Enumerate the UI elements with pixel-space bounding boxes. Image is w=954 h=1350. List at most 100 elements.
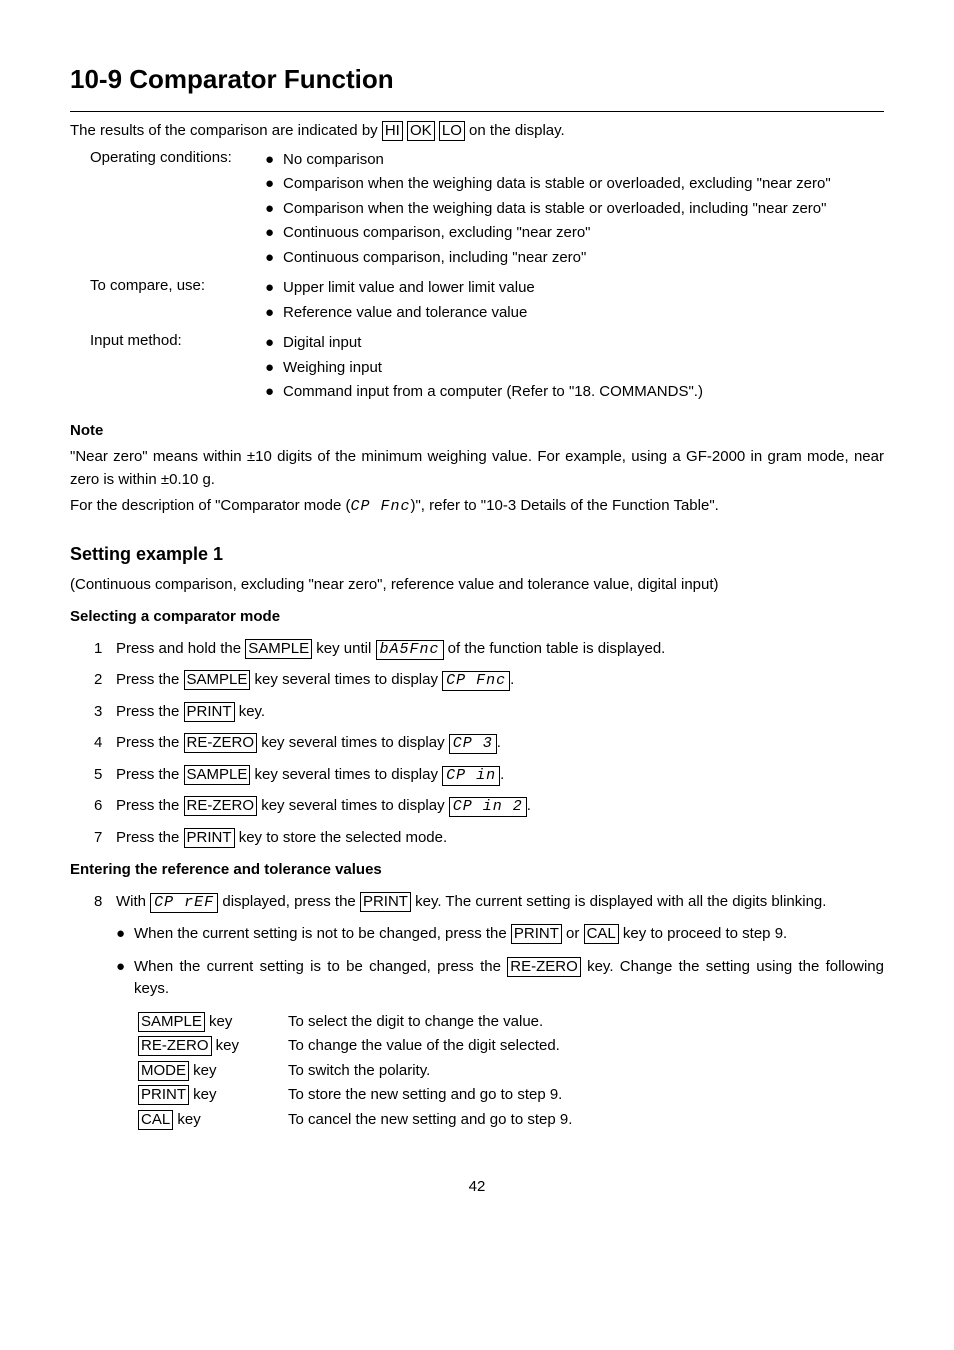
entering-title: Entering the reference and tolerance val… (70, 859, 884, 882)
rezero-key: RE-ZERO (184, 796, 258, 816)
s6b: key several times to display (257, 797, 449, 814)
key-suffix: key (173, 1111, 201, 1128)
mode-key: MODE (138, 1061, 189, 1081)
kt-desc-1: To change the value of the digit selecte… (288, 1035, 560, 1058)
bullet-dot: ● (265, 247, 283, 270)
kt-desc-3: To store the new setting and go to step … (288, 1084, 562, 1107)
sample-key: SAMPLE (184, 765, 251, 785)
selecting-title: Selecting a comparator mode (70, 606, 884, 629)
cmp-item-1: Reference value and tolerance value (283, 302, 884, 325)
s2b: key several times to display (250, 671, 442, 688)
bullet-dot: ● (116, 923, 134, 946)
s4b: key several times to display (257, 734, 449, 751)
note-code: CP Fnc (350, 498, 410, 515)
step-num: 3 (94, 701, 116, 724)
operating-label: Operating conditions: (90, 147, 265, 170)
rezero-key: RE-ZERO (507, 957, 581, 977)
compare-label: To compare, use: (90, 275, 265, 298)
bullet-dot: ● (265, 222, 283, 245)
key-suffix: key (212, 1037, 240, 1054)
intro-line: The results of the comparison are indica… (70, 120, 884, 143)
step-num: 5 (94, 764, 116, 787)
print-key: PRINT (360, 892, 411, 912)
bullet-dot: ● (116, 956, 134, 1001)
note-p2b: )", refer to "10-3 Details of the Functi… (410, 497, 718, 514)
rezero-key: RE-ZERO (138, 1036, 212, 1056)
step-num: 8 (94, 891, 116, 914)
s1c: of the function table is displayed. (444, 640, 666, 657)
lcd-cpin2: CP in 2 (449, 797, 527, 817)
entering-b1: When the current setting is not to be ch… (134, 923, 884, 946)
kt-desc-2: To switch the polarity. (288, 1060, 430, 1083)
lo-box: LO (439, 121, 465, 141)
sample-key: SAMPLE (245, 639, 312, 659)
key-table: SAMPLE key To select the digit to change … (138, 1011, 884, 1132)
print-key: PRINT (184, 828, 235, 848)
ok-box: OK (407, 121, 435, 141)
bullet-dot: ● (265, 149, 283, 172)
s5a: Press the (116, 766, 184, 783)
intro-prefix: The results of the comparison are indica… (70, 122, 382, 139)
lcd-cpin: CP in (442, 766, 500, 786)
example-title: Setting example 1 (70, 541, 884, 568)
step-2: Press the SAMPLE key several times to di… (116, 669, 884, 692)
step-1: Press and hold the SAMPLE key until bA5F… (116, 638, 884, 661)
bullet-dot: ● (265, 357, 283, 380)
note-p2: For the description of "Comparator mode … (70, 495, 884, 519)
bullet-dot: ● (265, 302, 283, 325)
note-p2a: For the description of "Comparator mode … (70, 497, 350, 514)
in-item-0: Digital input (283, 332, 884, 355)
s2a: Press the (116, 671, 184, 688)
lcd-basfnc: bA5Fnc (376, 640, 444, 660)
b1c: key to proceed to step 9. (619, 925, 787, 942)
op-item-1: Comparison when the weighing data is sta… (283, 173, 884, 196)
b2a: When the current setting is to be change… (134, 958, 507, 975)
s8c: key. The current setting is displayed wi… (411, 893, 827, 910)
op-item-4: Continuous comparison, including "near z… (283, 247, 884, 270)
bullet-dot: ● (265, 332, 283, 355)
cmp-item-0: Upper limit value and lower limit value (283, 277, 884, 300)
s8b: displayed, press the (218, 893, 360, 910)
divider (70, 111, 884, 112)
page-number: 42 (70, 1176, 884, 1199)
print-key: PRINT (138, 1085, 189, 1105)
section-heading: 10-9 Comparator Function (70, 60, 884, 99)
s3b: key. (235, 703, 266, 720)
in-item-1: Weighing input (283, 357, 884, 380)
key-suffix: key (205, 1013, 233, 1030)
cal-key: CAL (584, 924, 619, 944)
rezero-key: RE-ZERO (184, 733, 258, 753)
step-4: Press the RE-ZERO key several times to d… (116, 732, 884, 755)
entering-b2: When the current setting is to be change… (134, 956, 884, 1001)
b1b: or (562, 925, 584, 942)
bullet-dot: ● (265, 198, 283, 221)
step-6: Press the RE-ZERO key several times to d… (116, 795, 884, 818)
note-label: Note (70, 420, 884, 443)
bullet-dot: ● (265, 277, 283, 300)
note-p1: "Near zero" means within ±10 digits of t… (70, 446, 884, 491)
step-7: Press the PRINT key to store the selecte… (116, 827, 884, 850)
print-key: PRINT (511, 924, 562, 944)
op-item-2: Comparison when the weighing data is sta… (283, 198, 884, 221)
step-3: Press the PRINT key. (116, 701, 884, 724)
s8a: With (116, 893, 150, 910)
sample-key: SAMPLE (138, 1012, 205, 1032)
step-num: 6 (94, 795, 116, 818)
key-suffix: key (189, 1086, 217, 1103)
step-5: Press the SAMPLE key several times to di… (116, 764, 884, 787)
kt-desc-0: To select the digit to change the value. (288, 1011, 543, 1034)
kt-desc-4: To cancel the new setting and go to step… (288, 1109, 572, 1132)
bullet-dot: ● (265, 381, 283, 404)
example-subtitle: (Continuous comparison, excluding "near … (70, 574, 884, 597)
input-label: Input method: (90, 330, 265, 353)
s4a: Press the (116, 734, 184, 751)
s1a: Press and hold the (116, 640, 245, 657)
b1a: When the current setting is not to be ch… (134, 925, 511, 942)
hi-box: HI (382, 121, 403, 141)
s7a: Press the (116, 829, 184, 846)
s3a: Press the (116, 703, 184, 720)
s6a: Press the (116, 797, 184, 814)
step-num: 4 (94, 732, 116, 755)
in-item-2: Command input from a computer (Refer to … (283, 381, 884, 404)
step-num: 1 (94, 638, 116, 661)
